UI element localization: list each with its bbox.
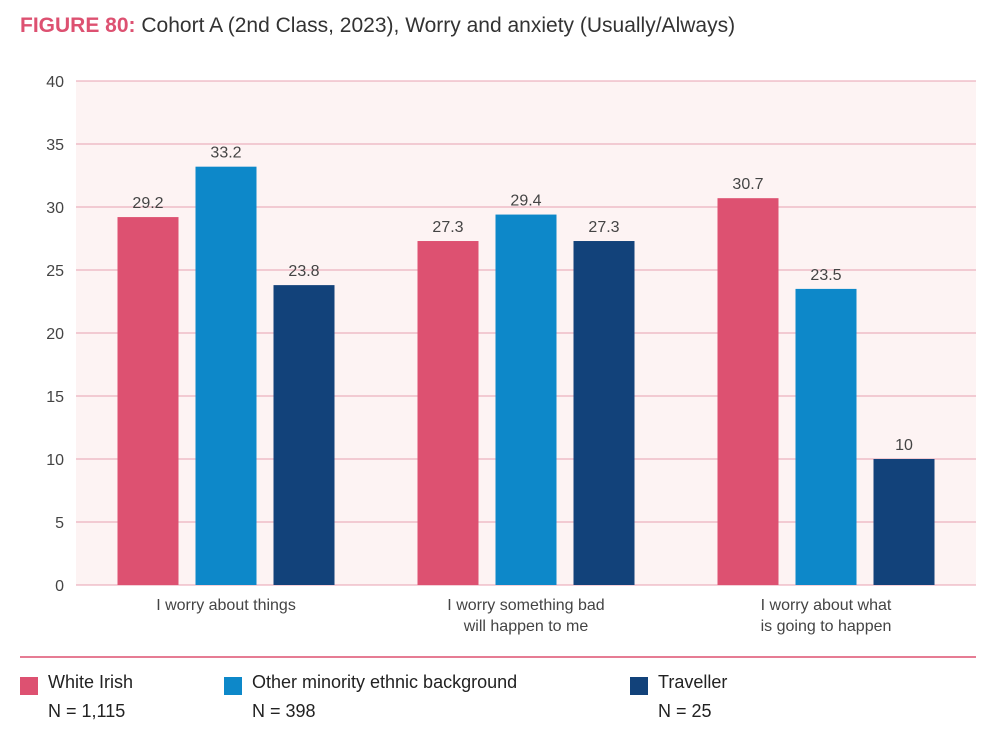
x-tick-label: I worry something bad bbox=[447, 597, 604, 614]
bars bbox=[117, 166, 935, 585]
legend-label: White Irish bbox=[48, 672, 134, 692]
bar bbox=[117, 217, 179, 585]
bar bbox=[417, 241, 479, 585]
bar bbox=[717, 198, 779, 585]
y-tick-label: 5 bbox=[55, 515, 64, 532]
bar bbox=[495, 214, 557, 585]
legend-sample-size: N = 25 bbox=[658, 701, 712, 721]
data-label: 23.8 bbox=[288, 263, 319, 280]
y-tick-label: 20 bbox=[46, 326, 64, 343]
data-label: 29.4 bbox=[510, 193, 541, 210]
y-axis-ticks: 0 5 10 15 20 25 30 35 40 bbox=[46, 74, 64, 595]
figure-title-text: Cohort A (2nd Class, 2023), Worry and an… bbox=[141, 14, 736, 37]
y-tick-label: 35 bbox=[46, 137, 64, 154]
legend-label: Other minority ethnic background bbox=[252, 672, 518, 692]
data-label: 30.7 bbox=[732, 176, 763, 193]
data-labels: 29.2 33.2 23.8 27.3 29.4 27.3 30.7 23.5 10 bbox=[132, 145, 913, 454]
bar bbox=[195, 166, 257, 585]
x-tick-label: will happen to me bbox=[463, 618, 589, 635]
data-label: 33.2 bbox=[210, 145, 241, 162]
legend-sample-size: N = 1,115 bbox=[48, 701, 126, 721]
legend: White Irish N = 1,115 Other minority eth… bbox=[0, 672, 1000, 732]
data-label: 23.5 bbox=[810, 267, 841, 284]
data-label: 27.3 bbox=[432, 219, 463, 236]
y-tick-label: 40 bbox=[46, 74, 64, 91]
figure-label: FIGURE 80: bbox=[20, 14, 136, 37]
y-tick-label: 15 bbox=[46, 389, 64, 406]
y-tick-label: 30 bbox=[46, 200, 64, 217]
x-tick-label: I worry about what bbox=[761, 597, 892, 614]
data-label: 27.3 bbox=[588, 219, 619, 236]
x-tick-label: is going to happen bbox=[761, 618, 892, 635]
y-tick-label: 25 bbox=[46, 263, 64, 280]
data-label: 29.2 bbox=[132, 195, 163, 212]
chart-title: FIGURE 80: Cohort A (2nd Class, 2023), W… bbox=[20, 14, 735, 38]
y-tick-label: 0 bbox=[55, 578, 64, 595]
y-tick-label: 10 bbox=[46, 452, 64, 469]
bar bbox=[273, 285, 335, 585]
legend-swatch-other-minority bbox=[224, 677, 242, 695]
legend-label: Traveller bbox=[658, 672, 728, 692]
x-tick-label: I worry about things bbox=[156, 597, 296, 614]
bar bbox=[873, 459, 935, 585]
data-label: 10 bbox=[895, 437, 913, 454]
x-axis-labels: I worry about things I worry something ba… bbox=[156, 597, 892, 635]
legend-swatch-traveller bbox=[630, 677, 648, 695]
legend-sample-size: N = 398 bbox=[252, 701, 316, 721]
bar bbox=[573, 241, 635, 585]
legend-swatch-white-irish bbox=[20, 677, 38, 695]
bar bbox=[795, 288, 857, 585]
